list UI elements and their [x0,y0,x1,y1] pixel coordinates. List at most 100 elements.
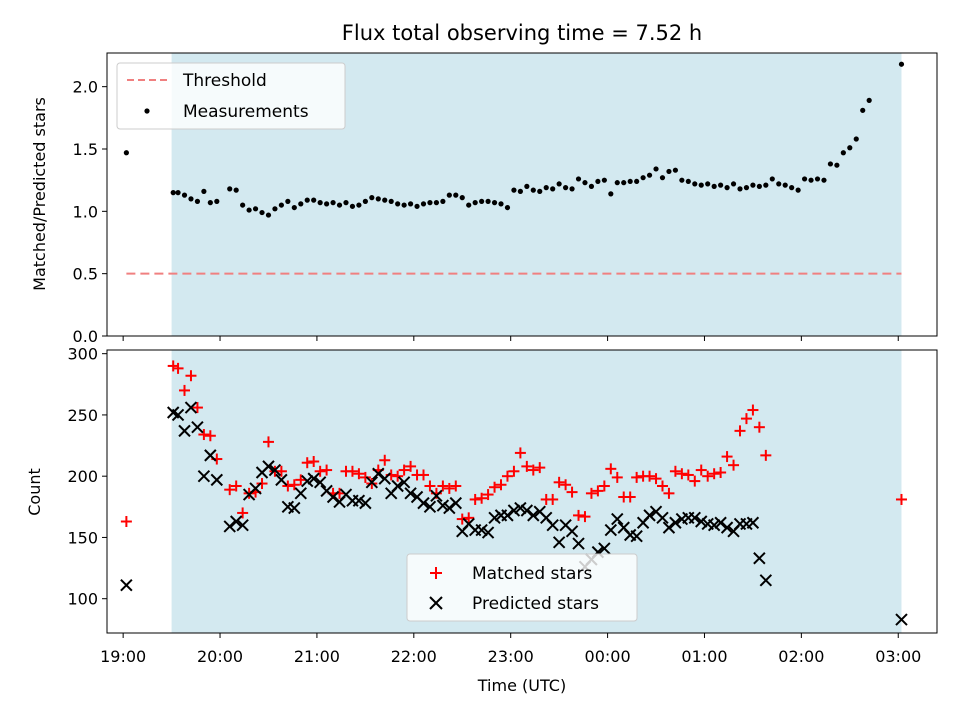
matched-star-point [508,465,520,477]
measurement-point [582,180,588,186]
measurement-point [343,200,349,206]
measurement-point [666,168,672,175]
matched-star-point [443,482,455,494]
bottom-legend: Matched stars Predicted stars [406,553,638,622]
measurement-point [685,178,691,185]
matched-star-point [553,476,565,488]
measurement-point [860,107,866,113]
measurement-point [537,188,543,194]
measurement-point [440,198,446,204]
predicted-star-point [301,474,314,488]
measurement-point [898,61,905,67]
measurement-point [763,182,769,188]
legend-measurements-swatch [144,108,150,114]
legend-threshold-label: Threshold [182,71,267,91]
measurement-point [170,190,176,196]
measurement-point [324,201,330,207]
measurement-point [349,203,356,209]
measurement-point [304,197,310,203]
predicted-star-point [288,501,301,515]
measurement-point [453,192,459,198]
measurement-point [336,202,343,208]
x-tick-label: 20:00 [197,647,243,666]
matched-star-point [663,487,675,499]
predicted-star-point [378,472,391,485]
measurement-point [821,177,827,183]
matched-star-point [495,479,507,491]
measurement-point [298,201,304,207]
measurement-point [362,198,368,204]
measurement-point [414,203,420,209]
predicted-star-point [178,424,191,438]
matched-star-point [895,493,907,505]
matched-star-point [728,459,740,471]
measurement-point [569,186,575,192]
measurement-point [692,181,698,187]
measurement-points [123,61,905,218]
measurement-point [491,200,498,206]
predicted-star-point [436,499,450,512]
measurement-point [743,185,750,191]
predicted-star-point [120,579,133,592]
measurement-point [646,172,653,178]
predicted-star-point [352,494,366,507]
matched-star-point [262,436,274,448]
matched-star-point [353,468,365,480]
predicted-star-point [669,516,682,529]
matched-star-point [185,370,197,382]
measurement-point [672,167,679,173]
predicted-star-point [604,523,618,537]
measurement-point [375,196,381,202]
matched-star-point [760,449,772,461]
y-tick-label: 1.5 [73,140,98,159]
flux-ratio-panel: 0.0 0.5 1.0 1.5 2.0 Flux total observing tim… [30,21,938,346]
measurement-point [498,201,504,207]
predicted-star-point [656,511,669,525]
measurement-point [207,200,213,206]
measurement-point [311,197,317,203]
matched-star-point [611,471,623,483]
measurement-point [840,150,846,156]
bottom-legend-box [406,553,638,622]
matched-star-point [463,512,475,524]
matched-star-point [650,473,662,485]
top-legend-box [116,62,346,130]
matched-star-point [585,487,597,499]
measurement-point [446,192,452,198]
matched-star-point [689,475,701,487]
measurement-point [543,185,549,191]
legend-predicted-swatch [429,596,443,610]
measurement-point [317,200,323,206]
matched-star-point [204,430,216,442]
measurement-point [395,201,401,207]
matched-star-point [695,464,707,476]
matched-star-point [398,464,410,476]
y-tick-label: 250 [67,406,98,425]
matched-star-point [437,480,449,492]
predicted-star-point [423,500,437,514]
measurement-point [659,175,666,181]
measurement-point [123,150,129,156]
measurement-point [550,186,556,192]
predicted-star-point [572,537,585,550]
y-tick-label: 1.0 [73,202,98,221]
predicted-star-point [191,420,204,434]
measurement-point [272,206,278,212]
measurement-point [756,183,762,189]
measurement-point [485,198,491,204]
predicted-star-point [598,542,611,555]
matched-star-point [573,509,585,521]
predicted-star-point [565,525,579,538]
predicted-star-point [223,520,236,533]
measurement-point [827,161,834,167]
predicted-star-point [501,509,514,522]
matched-star-point [456,513,468,525]
predicted-star-point [552,536,566,549]
measurement-point [653,166,659,172]
predicted-star-point [707,518,721,532]
matched-star-point [230,480,242,492]
predicted-star-point [688,511,701,525]
measurement-point [801,176,808,182]
matched-star-point [656,480,668,492]
